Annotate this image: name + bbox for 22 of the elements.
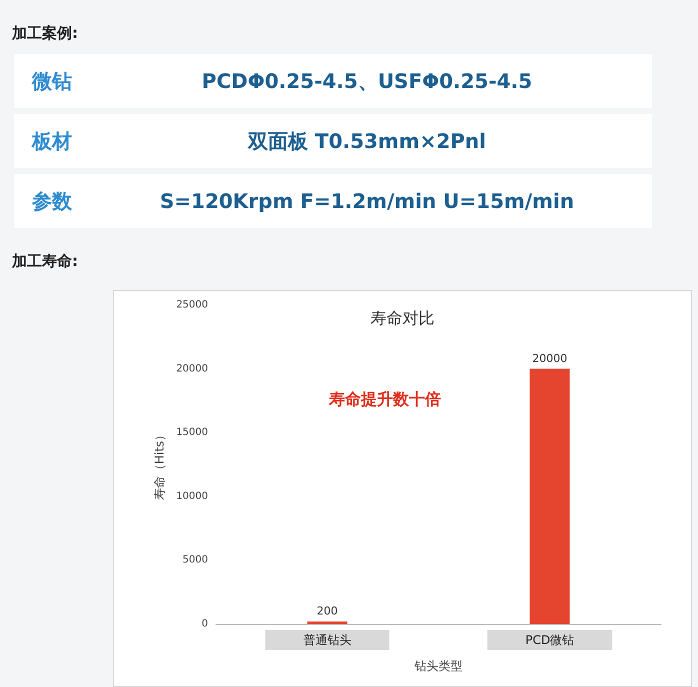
y-tick-label: 15000 (176, 427, 208, 438)
data-label: 200 (316, 604, 338, 618)
text: PCDΦ0.25-4.5、USFΦ0.25-4.5 (200, 68, 534, 94)
x-axis-title: 钻头类型 (414, 659, 462, 673)
annotation: 寿命提升数十倍 (328, 390, 441, 408)
y-axis-title: 寿命（Hits） (152, 428, 166, 500)
data-label: 20000 (532, 352, 568, 365)
text: 参数 (30, 188, 73, 214)
text: 加工案例: (12, 24, 78, 43)
text: S=120Krpm F=1.2m/min U=15m/min (158, 189, 576, 213)
text: 板材 (30, 128, 73, 154)
y-tick-label: 25000 (176, 300, 208, 310)
x-tick-label: 普通钻头 (303, 633, 352, 647)
y-tick-label: 10000 (176, 490, 208, 502)
y-tick-label: 0 (202, 618, 208, 630)
y-tick-label: 20000 (176, 363, 208, 374)
text: 加工寿命: (12, 252, 78, 271)
y-tick-label: 5000 (182, 554, 208, 566)
text: 双面板 T0.53mm×2Pnl (246, 128, 488, 154)
chart-title: 寿命对比 (370, 308, 434, 328)
x-tick-label: PCD微钻 (525, 633, 574, 647)
text: 微钻 (30, 68, 73, 94)
